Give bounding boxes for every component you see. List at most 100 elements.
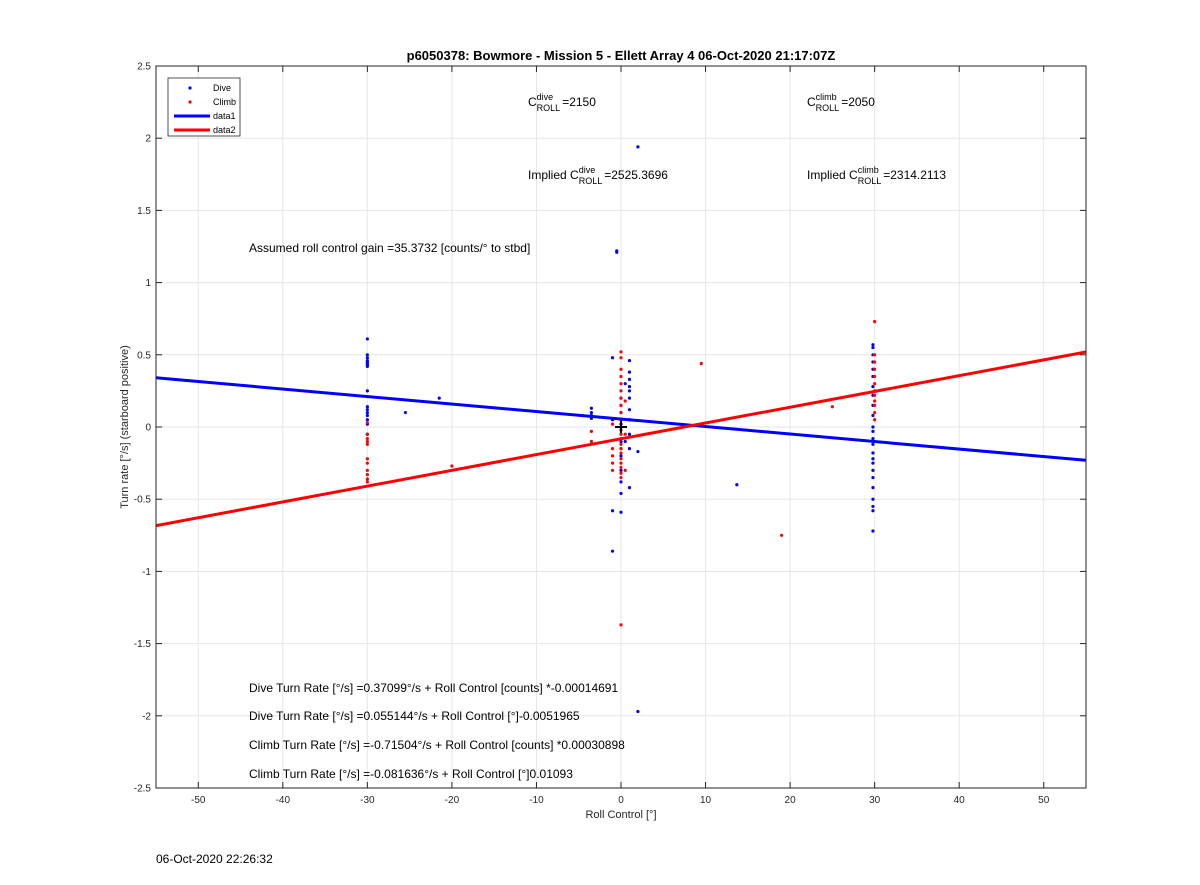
y-axis-label: Turn rate [°/s] (starboard positive) [119,345,131,509]
dive-point [623,439,627,444]
y-tick-label: -2 [142,711,151,722]
climb-point [619,350,623,354]
climb-point [873,393,877,397]
dive-point [871,461,875,465]
climb-point [589,429,594,433]
climb-point [873,360,877,364]
dive-point [437,396,441,400]
x-tick-label: -40 [276,795,291,806]
climb-point [365,457,369,461]
dive-point [365,337,369,341]
climb-point [873,382,877,386]
x-tick-label: 30 [869,795,881,806]
dive-point [636,145,640,149]
dive-point [871,384,875,389]
y-tick-label: -0.5 [134,495,152,506]
climb-point [873,353,877,357]
dive-point [871,442,875,446]
dive-point [627,384,632,389]
dive-point [589,406,594,410]
dive-point [403,410,408,415]
climb-point [619,367,623,371]
legend-box [167,77,241,137]
climb-point [830,405,834,409]
dive-point [615,250,619,254]
dive-point [610,509,615,513]
x-tick-label: -50 [191,795,206,806]
climb-point [365,473,369,477]
climb-point [623,399,627,403]
climb-point [450,464,454,468]
legend-label: Dive [213,83,231,93]
climb-point [873,319,877,324]
dive-point [619,454,623,458]
climb-point [873,403,877,407]
dive-point [365,408,369,412]
x-tick-label: 50 [1038,795,1050,806]
dive-point [627,370,632,374]
y-tick-label: 1.5 [137,206,151,217]
x-tick-label: 40 [954,795,966,806]
dive-point [589,410,594,415]
x-axis-label: Roll Control [°] [585,809,656,821]
data2-fit-line [156,350,1086,528]
dive-point [627,389,632,393]
dive-point [627,358,632,363]
x-tick-label: 0 [618,795,624,806]
dive-point [871,504,875,509]
climb-point [365,461,369,465]
x-tick-label: 10 [700,795,712,806]
dive-point [627,447,632,451]
dive-point [619,510,623,514]
climb-point [619,356,623,360]
dive-point [627,432,632,436]
legend-label: data2 [213,125,236,135]
dive-point [627,486,632,490]
dive-point [619,439,623,444]
gain-annotation: Assumed roll control gain =35.3732 [coun… [249,241,530,255]
climb-point [623,432,627,436]
y-tick-label: -2.5 [134,784,152,795]
dive-point [627,408,632,412]
climb-point [699,361,703,366]
dive-point [871,475,875,480]
dive-point [871,457,875,461]
x-tick-label: -10 [529,795,544,806]
dive-legend-marker [188,86,192,90]
dive-degrees-equation: Dive Turn Rate [°/s] =0.055144°/s + Roll… [249,709,580,723]
dive-point [619,480,623,484]
climb-point [365,421,369,425]
climb-point [619,623,623,627]
dive-point [871,486,875,490]
dive-point [365,389,369,393]
dive-point [365,410,369,415]
dive-point [610,549,615,553]
dive-point [871,345,875,350]
y-tick-label: -1.5 [134,639,152,650]
dive-point [365,356,369,360]
c-roll-dive-annotation: Cdive ROLL =2150 [528,92,596,113]
legend-label: Climb [213,97,236,107]
climb-point [619,403,623,407]
dive-point [871,429,875,433]
climb-point [619,471,623,475]
y-tick-label: 2 [145,134,151,145]
climb-point [365,439,369,444]
climb-point [873,367,877,371]
climb-point [873,418,877,422]
implied-c-roll-dive-annotation: Implied Cdive ROLL =2525.3696 [528,165,668,186]
climb-point [610,447,615,451]
climb-point [873,374,877,379]
dive-counts-equation: Dive Turn Rate [°/s] =0.37099°/s + Roll … [249,681,618,695]
c-roll-climb-annotation: Cclimb ROLL =2050 [807,92,875,113]
climb-point [365,468,369,472]
climb-legend-marker [188,100,192,104]
y-tick-label: -1 [142,567,151,578]
climb-point [619,410,623,415]
climb-point [780,533,784,537]
climb-point [619,432,623,436]
climb-point [619,447,623,451]
x-tick-label: -20 [445,795,460,806]
chart-title: p6050378: Bowmore - Mission 5 - Ellett A… [407,48,836,63]
